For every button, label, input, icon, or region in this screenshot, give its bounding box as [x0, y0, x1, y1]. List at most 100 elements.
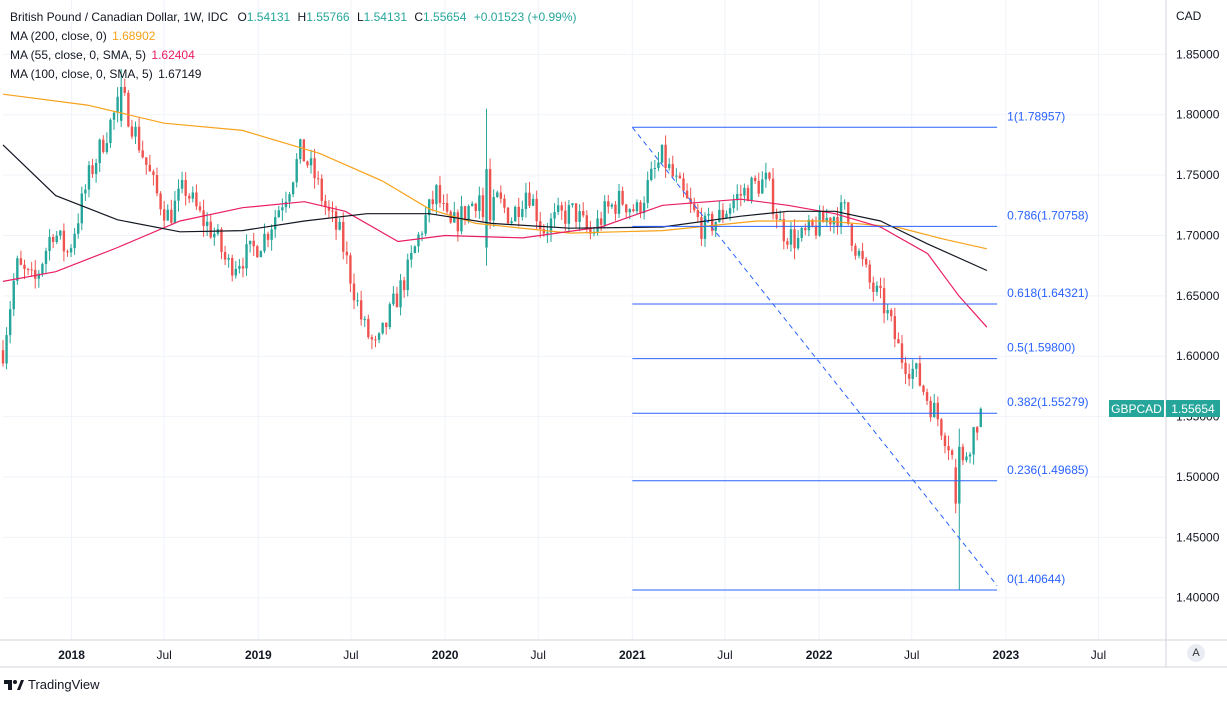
legend-low: 1.54131	[363, 10, 408, 24]
candle-body	[359, 300, 363, 320]
symbol-tag-bg	[1109, 400, 1164, 417]
candle-body	[524, 192, 528, 210]
fibonacci-retracement[interactable]: 1(1.78957) 0.786(1.70758) 0.618(1.64321) 0.…	[631, 109, 1089, 591]
candle-body	[213, 233, 216, 238]
candle-body	[102, 139, 105, 152]
candle-body	[642, 202, 646, 214]
candle-body	[492, 197, 495, 221]
candle-body	[707, 213, 710, 216]
candle-body	[682, 178, 685, 191]
candle-body	[256, 246, 259, 258]
candle-body	[180, 179, 184, 189]
candle-body	[535, 198, 538, 222]
auto-scale-button[interactable]: A	[1187, 644, 1205, 662]
legend-ma200-row[interactable]: MA (200, close, 0) 1.68902	[10, 27, 577, 46]
candle-body	[177, 188, 180, 201]
candle-body	[961, 446, 965, 461]
candle-body	[793, 229, 796, 249]
candle-body	[761, 179, 764, 194]
tradingview-branding[interactable]: TradingView	[4, 677, 100, 692]
candle-body	[356, 300, 359, 302]
candle-body	[209, 221, 212, 238]
candle-body	[123, 86, 126, 93]
candle-body	[900, 343, 904, 363]
candle-body	[904, 362, 907, 375]
candle-body	[617, 190, 621, 214]
candle-body	[553, 211, 556, 219]
candle-body	[306, 161, 309, 166]
candle-body	[277, 210, 280, 218]
candle-body	[66, 251, 69, 253]
fib-level-label: 0.382(1.55279)	[1007, 395, 1088, 409]
candle-body	[470, 203, 474, 206]
candle-body	[152, 171, 155, 176]
candle-body	[710, 213, 714, 231]
candle-body	[302, 139, 306, 162]
candle-body	[342, 221, 345, 252]
candle-body	[789, 229, 793, 245]
candle-body	[965, 456, 968, 461]
legend-close: 1.55654	[423, 10, 467, 24]
y-tick-label: 1.70000	[1176, 228, 1220, 242]
candle-body	[184, 179, 187, 196]
candle-body	[266, 233, 270, 240]
candle-body	[503, 198, 506, 208]
candle-body	[667, 164, 671, 169]
ma200-value: 1.68902	[112, 29, 156, 43]
candle-body	[521, 209, 524, 217]
candle-body	[94, 163, 98, 175]
candle-body	[8, 309, 12, 336]
candle-body	[349, 255, 352, 284]
legend-low-label: L	[356, 10, 364, 24]
fib-level-label: 0.236(1.49685)	[1007, 463, 1088, 477]
candle-body	[757, 180, 760, 194]
candle-body	[539, 221, 542, 230]
candle-body	[750, 177, 753, 202]
y-tick-label: 1.50000	[1176, 470, 1220, 484]
candle-body	[549, 218, 553, 233]
candle-body	[316, 178, 320, 180]
candle-body	[220, 229, 223, 252]
candle-body	[800, 227, 803, 238]
x-tick-label: 2018	[58, 648, 85, 662]
candle-body	[861, 251, 864, 259]
candle-body	[958, 446, 961, 504]
candle-body	[821, 211, 825, 223]
candle-body	[933, 402, 936, 418]
y-tick-label: 1.45000	[1176, 530, 1220, 544]
candle-body	[911, 368, 914, 379]
candle-body	[696, 210, 700, 218]
candle-body	[857, 251, 861, 256]
candle-body	[202, 210, 205, 226]
x-tick-label: 2021	[619, 648, 646, 662]
chart-legend: British Pound / Canadian Dollar, 1W, IDC…	[10, 8, 577, 84]
candle-body	[413, 246, 417, 253]
candle-body	[367, 318, 370, 338]
fib-level-label: 0.618(1.64321)	[1007, 286, 1088, 300]
candle-body	[556, 205, 560, 212]
candle-body	[897, 339, 900, 344]
candle-body	[141, 150, 144, 158]
legend-title: British Pound / Canadian Dollar, 1W, IDC	[10, 10, 229, 24]
candle-body	[381, 322, 384, 334]
candle-body	[352, 283, 356, 301]
candle-body	[395, 293, 399, 308]
legend-ma55-row[interactable]: MA (55, close, 0, SMA, 5) 1.62404	[10, 46, 577, 65]
candle-body	[585, 215, 589, 229]
candle-body	[44, 250, 48, 265]
candle-body	[245, 244, 248, 269]
candle-body	[510, 221, 513, 224]
x-tick-label: 2019	[245, 648, 272, 662]
legend-high: 1.55766	[306, 10, 350, 24]
y-tick-label: 1.80000	[1176, 108, 1220, 122]
candle-body	[625, 204, 628, 213]
candle-body	[19, 258, 23, 265]
candle-body	[775, 214, 778, 220]
candle-body	[890, 310, 893, 317]
candle-body	[589, 228, 592, 234]
candle-body	[954, 467, 957, 504]
ma100-value: 1.67149	[158, 67, 202, 81]
candle-body	[868, 264, 871, 283]
legend-ma100-row[interactable]: MA (100, close, 0, SMA, 5) 1.67149	[10, 65, 577, 84]
